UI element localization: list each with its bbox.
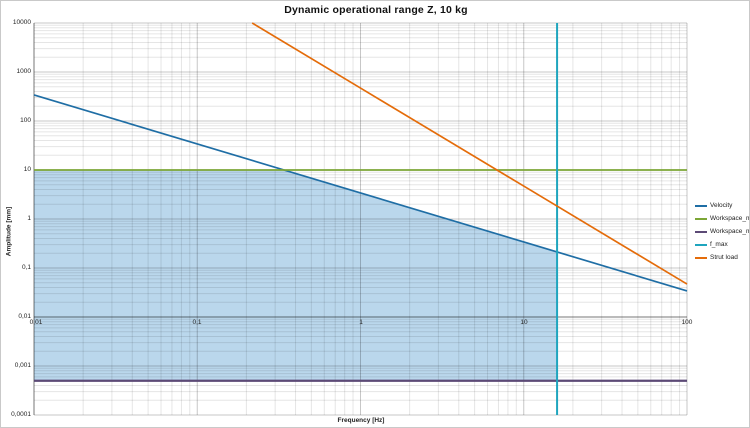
x-tick-label: 1 — [359, 319, 363, 326]
y-tick-label: 0,01 — [18, 313, 31, 320]
legend-line-icon — [695, 204, 707, 207]
y-tick-label: 100 — [20, 117, 31, 124]
legend-label: Strut load — [710, 254, 738, 261]
legend-label: Workspace_max — [710, 215, 749, 222]
x-tick-label: 10 — [520, 319, 528, 326]
y-tick-label: 1 — [27, 215, 31, 222]
y-tick-label: 10000 — [12, 19, 31, 26]
y-tick-label: 0,001 — [14, 362, 31, 369]
legend-line-icon — [695, 243, 707, 246]
legend-label: Velocity — [710, 202, 733, 209]
legend-item-workspace-max: Workspace_max — [695, 212, 749, 225]
y-tick-label: 0,0001 — [11, 411, 31, 418]
chart-title: Dynamic operational range Z, 10 kg — [284, 4, 468, 16]
legend-label: f_max — [710, 241, 728, 248]
y-tick-label: 1000 — [16, 68, 31, 75]
legend-label: Workspace_min — [710, 228, 749, 235]
x-tick-label: 0,1 — [192, 319, 202, 326]
x-tick-label: 0,01 — [29, 319, 43, 326]
legend-item-velocity: Velocity — [695, 199, 749, 212]
legend-item-strut-load: Strut load — [695, 251, 749, 264]
legend: Velocity Workspace_max Workspace_min f_m… — [695, 199, 749, 264]
legend-line-icon — [695, 217, 707, 220]
legend-line-icon — [695, 256, 707, 259]
legend-item-workspace-min: Workspace_min — [695, 225, 749, 238]
legend-line-icon — [695, 230, 707, 233]
x-tick-label: 100 — [681, 319, 693, 326]
y-tick-label: 0,1 — [21, 264, 31, 271]
y-tick-label: 10 — [23, 166, 31, 173]
legend-item-f-max: f_max — [695, 238, 749, 251]
y-axis-title: Amplitude [mm] — [5, 206, 13, 257]
x-axis-title: Frequency [Hz] — [337, 417, 385, 424]
